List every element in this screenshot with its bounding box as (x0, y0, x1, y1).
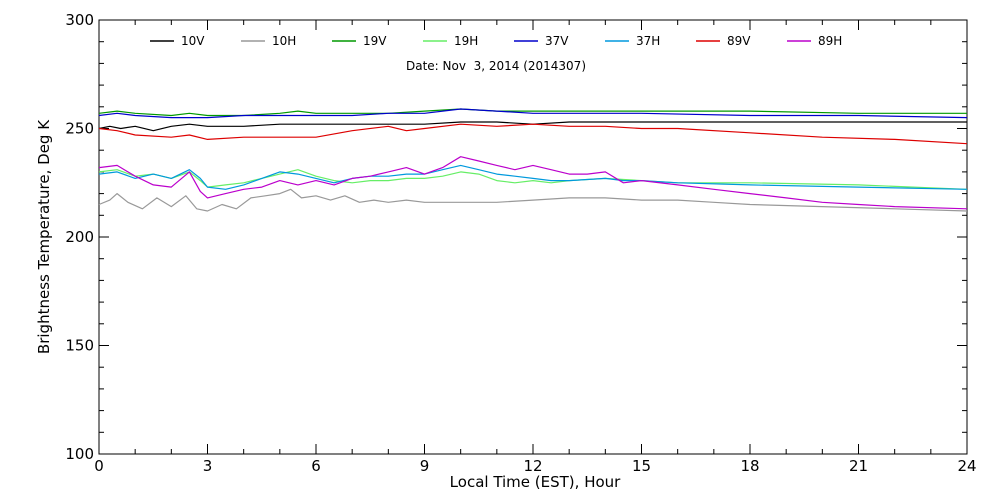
legend-label-37v: 37V (545, 34, 569, 48)
x-tick-label: 24 (957, 457, 976, 475)
x-axis-title: Local Time (EST), Hour (450, 473, 621, 491)
series-line-89v (98, 123, 968, 145)
y-tick-label: 150 (65, 337, 94, 355)
legend-label-89h: 89H (818, 34, 842, 48)
y-tick-label: 200 (65, 228, 94, 246)
x-tick-label: 12 (523, 457, 542, 475)
legend-label-19v: 19V (363, 34, 387, 48)
axis-ticks: 0 3 6 9 12 15 18 21 24 100 150 200 250 300 (65, 11, 976, 475)
y-tick-label: 300 (65, 11, 94, 29)
x-tick-label: 0 (94, 457, 104, 475)
legend-label-19h: 19H (454, 34, 478, 48)
date-label: Date: Nov 3, 2014 (2014307) (406, 59, 586, 73)
legend: 10V 10H 19V 19H 37V 37H 89V 89H (150, 34, 842, 48)
x-tick-label: 3 (203, 457, 213, 475)
x-tick-label: 21 (849, 457, 868, 475)
series-line-10v (98, 121, 967, 132)
x-tick-label: 15 (632, 457, 651, 475)
y-tick-label: 100 (65, 445, 94, 463)
series-lines (98, 108, 968, 212)
legend-label-37h: 37H (636, 34, 660, 48)
series-line-89h (98, 156, 968, 210)
series-line-19v (98, 108, 967, 117)
series-line-10h (98, 188, 968, 212)
series-line-37h (98, 164, 968, 190)
legend-label-10v: 10V (181, 34, 205, 48)
x-tick-label: 9 (420, 457, 430, 475)
series-line-37v (98, 108, 968, 119)
x-tick-label: 6 (311, 457, 321, 475)
legend-label-10h: 10H (272, 34, 296, 48)
legend-label-89v: 89V (727, 34, 751, 48)
x-tick-label: 18 (740, 457, 759, 475)
y-axis-title: Brightness Temperature, Deg K (35, 119, 53, 354)
y-tick-label: 250 (65, 120, 94, 138)
